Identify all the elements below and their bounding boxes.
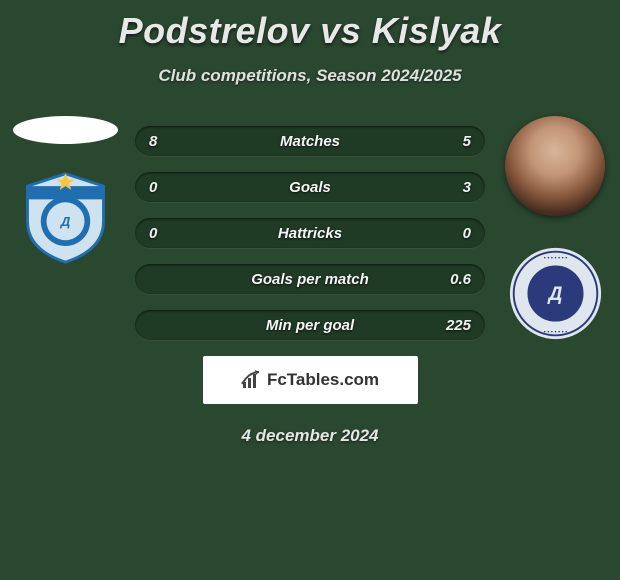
- comparison-content: Д Д • • • • • • • • • • • • • •: [0, 116, 620, 446]
- title-player-right: Kislyak: [372, 10, 502, 51]
- title-vs: vs: [320, 10, 361, 51]
- stat-label: Min per goal: [135, 317, 485, 334]
- stat-row-goals: 0 Goals 3: [135, 172, 485, 202]
- stat-row-matches: 8 Matches 5: [135, 126, 485, 156]
- stats-table: 8 Matches 5 0 Goals 3 0 Hattricks 0 Goal…: [135, 116, 485, 340]
- stat-right-value: 5: [463, 133, 471, 150]
- stat-right-value: 225: [446, 317, 471, 334]
- club-badge-right: Д • • • • • • • • • • • • • •: [508, 246, 603, 341]
- svg-text:Д: Д: [59, 214, 70, 229]
- right-player-column: Д • • • • • • • • • • • • • •: [495, 116, 615, 341]
- player-avatar-right: [505, 116, 605, 216]
- title-player-left: Podstrelov: [119, 10, 310, 51]
- stat-row-hattricks: 0 Hattricks 0: [135, 218, 485, 248]
- stat-label: Goals: [135, 179, 485, 196]
- source-logo: FcTables.com: [203, 356, 418, 404]
- bar-chart-icon: [241, 370, 263, 390]
- stat-label: Goals per match: [135, 271, 485, 288]
- left-player-column: Д: [5, 116, 125, 264]
- date-text: 4 december 2024: [0, 426, 620, 446]
- club-badge-left: Д: [18, 169, 113, 264]
- stat-row-goals-per-match: Goals per match 0.6: [135, 264, 485, 294]
- subtitle: Club competitions, Season 2024/2025: [0, 66, 620, 86]
- stat-right-value: 3: [463, 179, 471, 196]
- stat-right-value: 0: [463, 225, 471, 242]
- svg-text:• • • • • • •: • • • • • • •: [543, 329, 566, 335]
- source-logo-text: FcTables.com: [267, 370, 379, 390]
- stat-label: Matches: [135, 133, 485, 150]
- stat-right-value: 0.6: [450, 271, 471, 288]
- player-avatar-left: [13, 116, 118, 144]
- svg-text:• • • • • • •: • • • • • • •: [543, 255, 566, 261]
- svg-text:Д: Д: [546, 284, 562, 305]
- stat-label: Hattricks: [135, 225, 485, 242]
- stat-row-min-per-goal: Min per goal 225: [135, 310, 485, 340]
- page-title: Podstrelov vs Kislyak: [0, 0, 620, 52]
